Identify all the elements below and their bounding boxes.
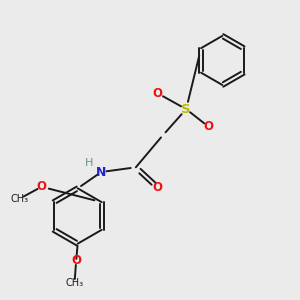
Text: CH₃: CH₃	[11, 194, 28, 204]
Text: O: O	[153, 87, 163, 100]
Text: O: O	[153, 181, 163, 194]
Text: N: N	[96, 166, 106, 178]
Text: H: H	[85, 158, 93, 168]
Text: S: S	[181, 103, 191, 116]
Text: O: O	[71, 254, 81, 268]
Text: O: O	[203, 120, 213, 133]
Text: O: O	[37, 180, 46, 193]
Text: CH₃: CH₃	[65, 278, 84, 288]
